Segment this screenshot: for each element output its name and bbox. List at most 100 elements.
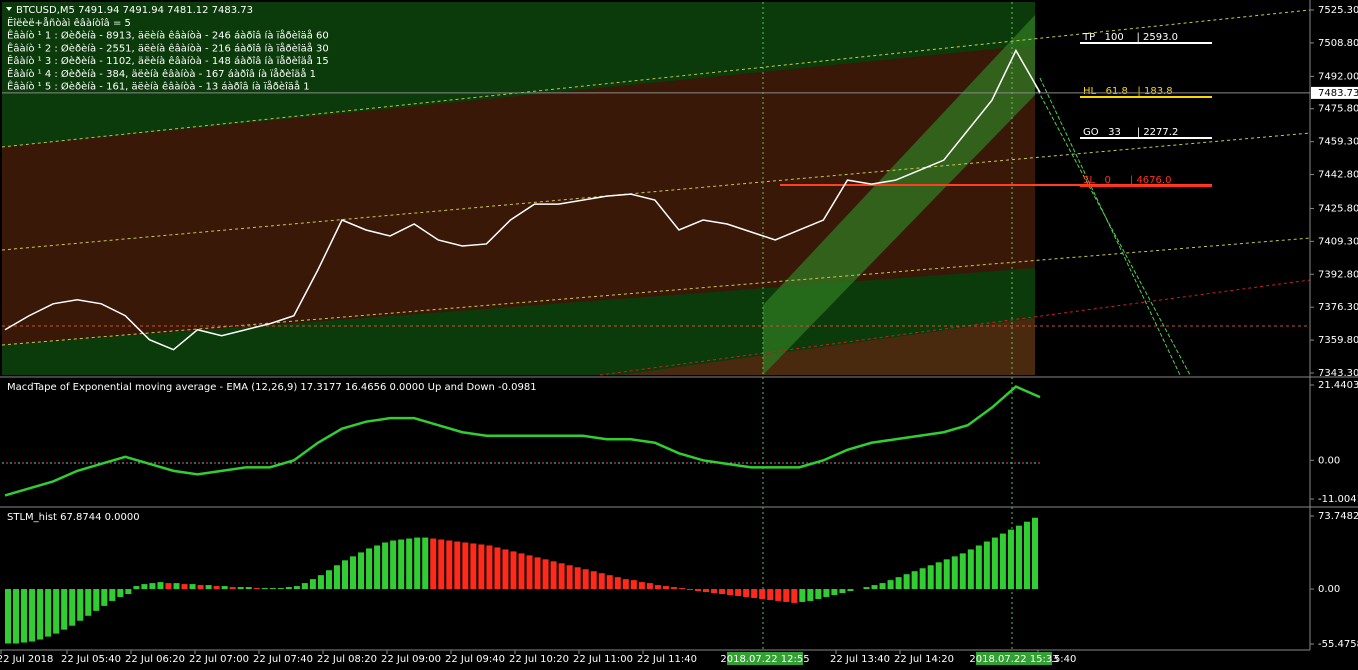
- hist-bar: [61, 589, 68, 630]
- hist-bar: [53, 589, 60, 634]
- trend-line: [599, 279, 1311, 376]
- hist-bar: [269, 588, 276, 590]
- hist-bar: [382, 542, 389, 590]
- hist-bar: [638, 582, 645, 590]
- hist-bar: [1031, 517, 1038, 590]
- hist-bar: [831, 589, 838, 595]
- hist-bar: [951, 556, 958, 590]
- hist-bar: [510, 551, 517, 590]
- hist-bar: [574, 567, 581, 590]
- hist-bar: [229, 587, 236, 590]
- trade-level-label: HL 61.8 | 183.8: [1083, 86, 1173, 97]
- series-line: [4, 385, 1041, 497]
- hist-bar: [101, 589, 108, 606]
- hist-bar: [341, 560, 348, 590]
- hist-bar: [751, 589, 758, 598]
- channel: [763, 15, 1035, 375]
- hist-bar: [727, 589, 734, 595]
- hist-bar: [430, 538, 437, 590]
- y-tick-label: 7508.80: [1318, 38, 1358, 49]
- x-tick-label: 22 Jul 06:20: [125, 654, 185, 665]
- hist-bar: [1015, 525, 1022, 590]
- hist-bar: [157, 582, 164, 590]
- hist-bar: [871, 585, 878, 590]
- x-tick-label: 22 Jul 08:20: [317, 654, 377, 665]
- hist-bar: [317, 575, 324, 590]
- hist-bar: [325, 570, 332, 590]
- hist-bar: [1023, 521, 1030, 590]
- y-tick-label: 7442.80: [1318, 170, 1358, 181]
- y-tick-label: 7525.30: [1318, 5, 1358, 16]
- hist-bar: [550, 561, 557, 590]
- hist-bar: [213, 586, 220, 590]
- hist-bar: [590, 571, 597, 590]
- hist-bar: [494, 547, 501, 590]
- x-tick-label: 22 Jul 05:40: [61, 654, 121, 665]
- hist-bar: [285, 587, 292, 590]
- hist-bar: [301, 583, 308, 590]
- hist-bar: [735, 589, 742, 596]
- hist-bar: [1007, 529, 1014, 590]
- pane-title: MacdTape of Exponential moving average -…: [7, 382, 537, 393]
- hist-bar: [807, 589, 814, 601]
- hist-bar: [358, 552, 365, 590]
- hist-bar: [309, 579, 316, 590]
- trend-line: [1, 132, 1311, 251]
- y-tick-label: 7359.80: [1318, 335, 1358, 346]
- hist-bar: [847, 589, 854, 592]
- trade-level-label: GO 33 | 2277.2: [1083, 127, 1178, 138]
- hist-bar: [366, 548, 373, 590]
- hist-bar: [197, 585, 204, 590]
- hist-bar: [879, 583, 886, 590]
- y-tick-label: -11.0041: [1318, 494, 1358, 505]
- x-tick-label: 22 Jul 11:00: [573, 654, 633, 665]
- hist-bar: [261, 588, 268, 590]
- hist-bar: [390, 540, 397, 590]
- y-tick-label: -55.4758: [1318, 639, 1358, 650]
- trend-line: [1, 237, 1311, 346]
- y-tick-label: 7376.30: [1318, 302, 1358, 313]
- y-tick-label: 7343.30: [1318, 368, 1358, 379]
- channel-projection: [1039, 77, 1181, 376]
- hist-bar: [662, 586, 669, 590]
- hist-bar: [815, 589, 822, 599]
- hist-bar: [45, 589, 52, 637]
- hist-bar: [670, 587, 677, 590]
- hist-bar: [791, 589, 798, 603]
- y-tick-label: 7392.80: [1318, 269, 1358, 280]
- annotation: Êâàíò ¹ 3 : Øèðèíà - 1102, äëèíà êâàíòà …: [7, 54, 329, 67]
- hist-bar: [783, 589, 790, 602]
- hist-bar: [173, 583, 180, 590]
- x-tick-label: 22 Jul 14:20: [894, 654, 954, 665]
- hist-bar: [975, 545, 982, 590]
- hist-bar: [767, 589, 774, 600]
- x-tick-label: 22 Jul 13:40: [830, 654, 890, 665]
- hist-bar: [109, 589, 116, 601]
- x-tick-label: 15:40: [1048, 654, 1077, 665]
- hist-bar: [711, 589, 718, 594]
- annotation: Êâàíò ¹ 2 : Øèðèíà - 2551, äëèíà êâàíòà …: [7, 41, 329, 54]
- hist-bar: [582, 569, 589, 590]
- hist-bar: [598, 573, 605, 590]
- hist-bar: [85, 589, 92, 616]
- hist-bar: [695, 589, 702, 592]
- hist-bar: [462, 542, 469, 590]
- hist-bar: [21, 589, 28, 643]
- backgrounds: [0, 0, 1358, 651]
- hist-bar: [422, 537, 429, 590]
- annotation: Êâàíò ¹ 1 : Øèðèíà - 8913, äëèíà êâàíòà …: [7, 29, 329, 42]
- collapse-icon[interactable]: [6, 7, 12, 11]
- hist-bar: [839, 589, 846, 594]
- hist-bar: [237, 587, 244, 590]
- y-tick-label: 73.7482: [1318, 511, 1358, 522]
- time-highlight-box: [976, 652, 1052, 665]
- hist-bar: [350, 556, 357, 590]
- time-highlight: 2018.07.22 15:33: [969, 654, 1058, 665]
- hist-bar: [703, 589, 710, 593]
- hist-bar: [967, 549, 974, 590]
- annotation: Êâàíò ¹ 4 : Øèðèíà - 384, äëèíà êâàíòà -…: [7, 67, 316, 80]
- trade-level-label: SL 0 | 4676.0: [1083, 175, 1171, 186]
- hist-bar: [542, 559, 549, 590]
- hist-bar: [221, 586, 228, 590]
- hist-bar: [181, 584, 188, 590]
